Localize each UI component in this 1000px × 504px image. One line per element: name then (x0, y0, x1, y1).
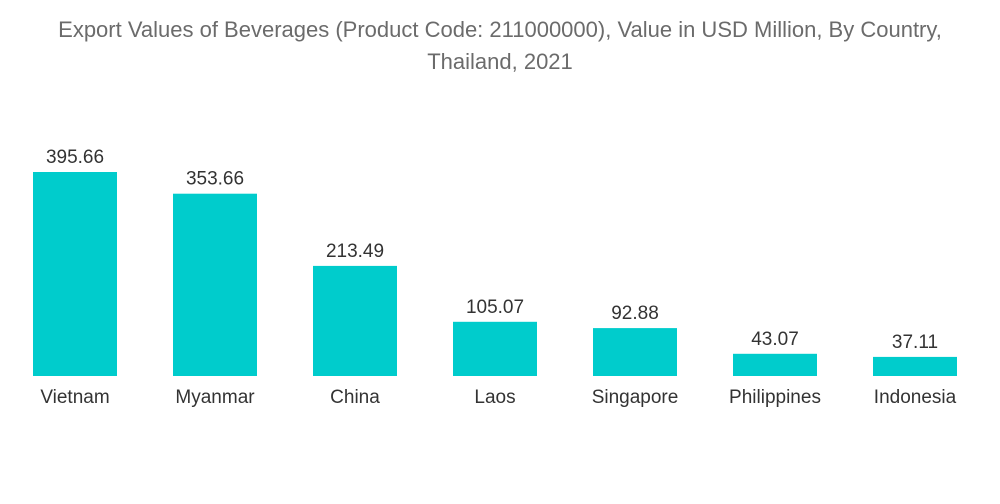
category-label-philippines: Philippines (729, 387, 821, 408)
category-label-china: China (330, 387, 380, 408)
bar-singapore (593, 328, 677, 376)
value-label-philippines: 43.07 (751, 329, 799, 350)
value-label-singapore: 92.88 (611, 303, 659, 324)
bar-vietnam (33, 172, 117, 376)
chart-title-line-1: Export Values of Beverages (Product Code… (58, 17, 942, 42)
bar-philippines (733, 353, 817, 376)
bar-myanmar (173, 193, 257, 376)
bar-china (313, 265, 397, 376)
category-label-laos: Laos (474, 387, 515, 408)
category-label-vietnam: Vietnam (40, 387, 109, 408)
bar-laos (453, 321, 537, 376)
value-label-vietnam: 395.66 (46, 147, 104, 168)
value-label-laos: 105.07 (466, 297, 524, 318)
value-label-indonesia: 37.11 (892, 332, 938, 353)
category-label-myanmar: Myanmar (175, 387, 255, 408)
chart-title-line-2: Thailand, 2021 (427, 49, 573, 74)
category-label-indonesia: Indonesia (874, 387, 957, 408)
category-label-singapore: Singapore (592, 387, 679, 408)
value-label-china: 213.49 (326, 241, 384, 262)
bar-indonesia (873, 356, 957, 376)
value-label-myanmar: 353.66 (186, 169, 244, 190)
chart-title: Export Values of Beverages (Product Code… (0, 14, 1000, 78)
